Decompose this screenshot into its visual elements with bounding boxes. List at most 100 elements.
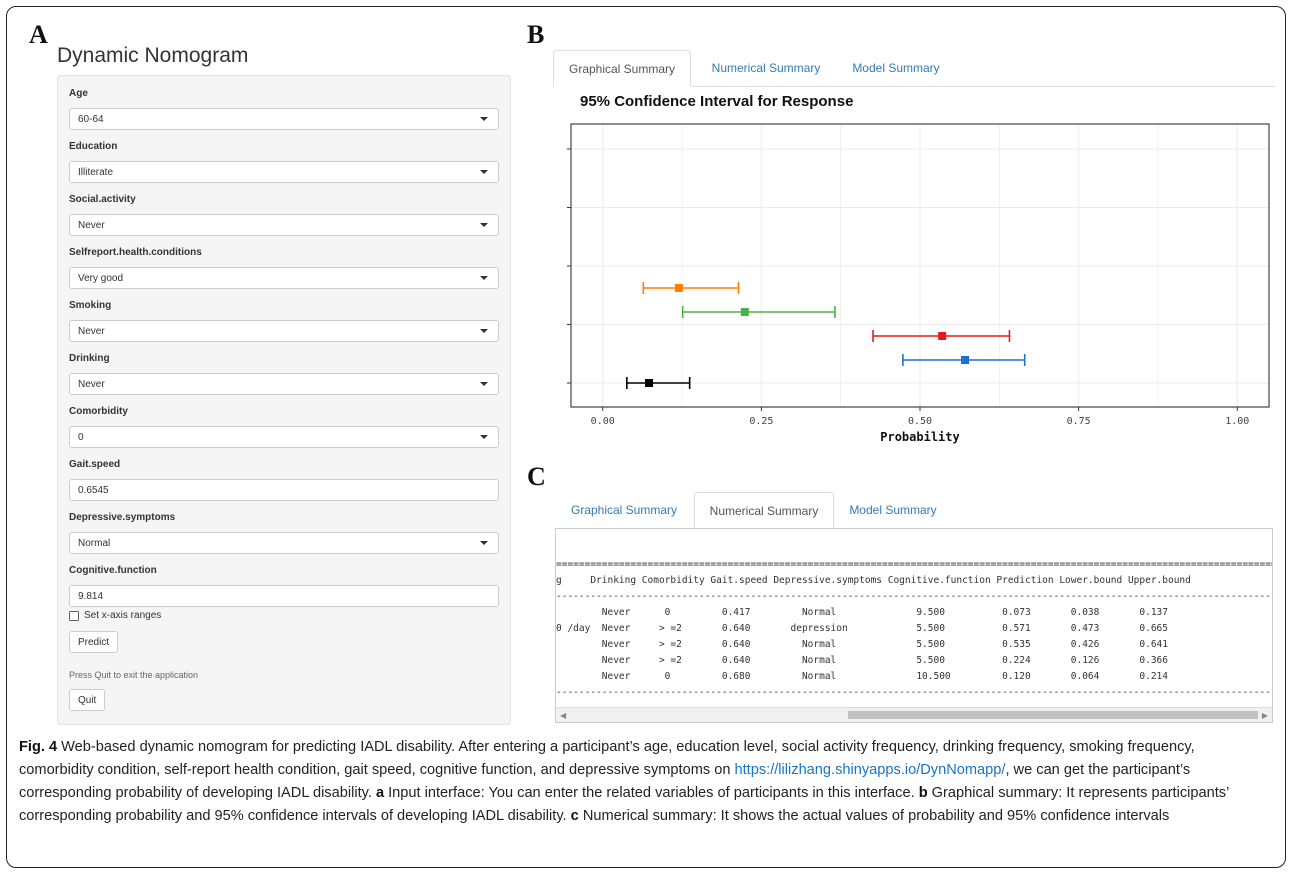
numerical-summary-output: ========================================… [555,528,1273,723]
field-value: Normal [78,538,111,549]
table-dash: ----------------------------------------… [556,591,1273,602]
panel-label-a: A [29,20,48,49]
caption-text-1: Web-based dynamic nomogram for predictin… [19,739,1195,778]
quit-note: Press Quit to exit the application [69,670,199,680]
ci-point [740,308,749,316]
caption-fig-label: Fig. 4 [19,739,58,755]
gait-speed-input[interactable]: 0.6545 [69,479,499,501]
ci-point [674,284,683,292]
chevron-down-icon [480,117,488,121]
chevron-down-icon [480,170,488,174]
caption-c-text: Numerical summary: It shows the actual v… [578,808,1170,824]
caption-b-label: b [918,785,928,801]
field-value: 60-64 [78,114,104,125]
table-row: Never 0 0.680 Normal 10.500 0.120 0.064 … [556,671,1168,682]
table-row: Never 0 0.417 Normal 9.500 0.073 0.038 0… [556,607,1168,618]
table-row: Never > =2 0.640 Normal 5.500 0.224 0.12… [556,655,1168,666]
figure-caption: Fig. 4 Web-based dynamic nomogram for pr… [19,736,1271,828]
field-value: Illiterate [78,167,114,178]
caption-b-text: Graphical summary: It represents partici… [19,785,1229,824]
table-row: Never > =2 0.640 Normal 5.500 0.535 0.42… [556,639,1168,650]
field-label: Depressive.symptoms [69,512,176,523]
field-label: Selfreport.health.conditions [69,247,202,258]
chart-title: 95% Confidence Interval for Response [580,93,854,110]
field-value: Very good [78,273,124,284]
chevron-down-icon [480,329,488,333]
horizontal-scrollbar[interactable]: ◀ ▶ [556,707,1272,722]
table-dash: ----------------------------------------… [556,687,1273,698]
field-gait-speed: Gait.speed 0.6545 [69,459,499,501]
field-label: Smoking [69,300,112,311]
caption-link[interactable]: https://lilizhang.shinyapps.io/DynNomapp… [734,762,1006,778]
cognitive-function-input[interactable]: 9.814 [69,585,499,607]
predict-button[interactable]: Predict [69,631,119,653]
panel-label-c: C [527,462,546,491]
ci-chart: 0.00 0.25 0.50 0.75 1.00 Probability [567,123,1270,444]
field-comorbidity: Comorbidity 0 [69,406,499,448]
selfreport-health-conditions-select[interactable]: Very good [69,267,499,289]
input-panel: Age 60-64 Education Illiterate Social.activi… [57,75,511,725]
field-label: Drinking [69,353,110,364]
field-label: Gait.speed [69,459,121,470]
tabbar-c: Graphical Summary Numerical Summary Mode… [555,492,1273,529]
education-select[interactable]: Illiterate [69,161,499,183]
checkbox-box[interactable] [69,610,79,621]
field-label: Age [69,88,88,99]
field-cognitive-function: Cognitive.function 9.814 [69,565,499,607]
x-tick-label: 1.00 [1225,416,1249,427]
ci-point [938,332,947,340]
x-tick-label: 0.75 [1067,416,1091,427]
tab-numerical-summary[interactable]: Numerical Summary [711,61,821,75]
x-tick-label: 0.00 [591,416,615,427]
tab-numerical-summary-c[interactable]: Numerical Summary [694,492,834,529]
field-label: Social.activity [69,194,136,205]
quit-button[interactable]: Quit [69,689,106,711]
chevron-down-icon [480,382,488,386]
field-social-activity: Social.activity Never [69,194,499,236]
x-tick-label: 0.25 [749,416,773,427]
social-activity-select[interactable]: Never [69,214,499,236]
field-drinking: Drinking Never [69,353,499,395]
smoking-select[interactable]: Never [69,320,499,342]
caption-a-text: Input interface: You can enter the relat… [384,785,919,801]
chevron-down-icon [480,276,488,280]
scrollbar-thumb[interactable] [848,711,1258,719]
app-title: Dynamic Nomogram [57,44,249,67]
field-value: Never [78,326,105,337]
drinking-select[interactable]: Never [69,373,499,395]
tab-graphical-summary-c[interactable]: Graphical Summary [570,503,678,517]
field-label: Cognitive.function [69,565,157,576]
x-tick-label: 0.50 [908,416,932,427]
table-rule: ========================================… [556,559,1273,570]
field-label: Comorbidity [69,406,128,417]
field-value: 0 [78,432,84,443]
age-select[interactable]: 60-64 [69,108,499,130]
ci-point [961,356,970,364]
field-selfreport-health-conditions: Selfreport.health.conditions Very good [69,247,499,289]
x-axis-range-checkbox[interactable]: Set x-axis ranges [69,610,161,621]
chevron-down-icon [480,435,488,439]
tabbar-b: Graphical Summary Numerical Summary Mode… [553,50,1275,87]
field-smoking: Smoking Never [69,300,499,342]
field-value: 9.814 [78,591,104,602]
caption-a-label: a [375,785,385,801]
panel-label-b: B [527,20,545,49]
checkbox-label: Set x-axis ranges [84,610,162,621]
field-label: Education [69,141,118,152]
tab-model-summary[interactable]: Model Summary [852,61,940,75]
scroll-right-icon[interactable]: ▶ [1261,711,1268,720]
chevron-down-icon [480,223,488,227]
tab-model-summary-c[interactable]: Model Summary [849,503,937,517]
comorbidity-select[interactable]: 0 [69,426,499,448]
field-value: Never [78,379,105,390]
depressive-symptoms-select[interactable]: Normal [69,532,499,554]
caption-c-label: c [570,808,579,824]
ci-point [645,379,654,387]
tab-graphical-summary[interactable]: Graphical Summary [553,50,691,87]
field-value: Never [78,220,105,231]
table-header: g Drinking Comorbidity Gait.speed Depres… [556,575,1191,586]
summary-table: ========================================… [556,557,1273,701]
figure-frame [6,6,1286,868]
field-value: 0.6545 [78,485,109,496]
scroll-left-icon[interactable]: ◀ [560,711,567,720]
